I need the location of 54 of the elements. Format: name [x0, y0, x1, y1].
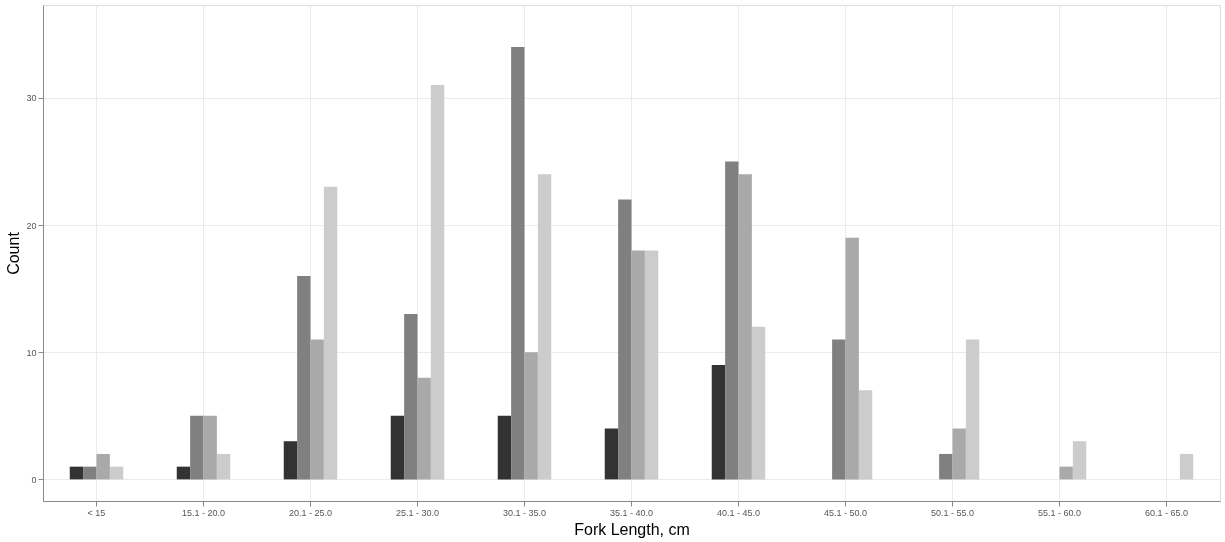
- y-tick-label: 10: [26, 347, 37, 358]
- x-tick-label: 40.1 - 45.0: [716, 507, 761, 518]
- bar: [109, 466, 124, 480]
- bar: [430, 85, 445, 480]
- bar: [832, 339, 846, 480]
- bar: [283, 441, 298, 480]
- bar: [952, 428, 966, 480]
- bar: [618, 199, 632, 480]
- x-tick-label: < 15: [87, 507, 106, 518]
- bar: [965, 339, 980, 480]
- bar: [725, 161, 739, 480]
- bar: [711, 364, 726, 480]
- x-tick-label: 30.1 - 35.0: [502, 507, 547, 518]
- bar: [323, 186, 338, 480]
- bar: [404, 314, 418, 480]
- bar: [297, 275, 311, 480]
- x-axis-title: Fork Length, cm: [574, 520, 690, 538]
- bar: [631, 250, 645, 480]
- x-tick-label: 20.1 - 25.0: [288, 507, 333, 518]
- bar: [190, 415, 204, 480]
- bar: [738, 174, 752, 480]
- bar: [1179, 453, 1194, 480]
- bar: [1072, 441, 1087, 480]
- bar: [83, 466, 97, 480]
- bar: [845, 237, 859, 480]
- bar: [751, 326, 766, 480]
- x-tick-label: 35.1 - 40.0: [609, 507, 654, 518]
- bar: [216, 453, 231, 480]
- bar: [497, 415, 512, 480]
- bar: [537, 174, 552, 480]
- bar: [203, 415, 217, 480]
- bar: [96, 453, 110, 480]
- bar: [1059, 466, 1073, 480]
- bar: [69, 466, 84, 480]
- bar: [939, 453, 953, 480]
- y-tick-label: 30: [26, 93, 37, 104]
- x-tick-label: 55.1 - 60.0: [1037, 507, 1082, 518]
- x-tick-label: 25.1 - 30.0: [395, 507, 440, 518]
- y-tick-label: 20: [26, 220, 37, 231]
- bar: [604, 428, 619, 480]
- bar: [417, 377, 431, 480]
- y-tick-label: 0: [31, 474, 37, 485]
- bar: [858, 390, 873, 480]
- x-tick-label: 15.1 - 20.0: [181, 507, 226, 518]
- bar: [176, 466, 191, 480]
- y-axis-title: Count: [5, 231, 23, 275]
- bar: [511, 46, 525, 480]
- bar: [524, 352, 538, 480]
- bar: [390, 415, 405, 480]
- bar: [644, 250, 659, 480]
- x-tick-label: 45.1 - 50.0: [823, 507, 868, 518]
- x-tick-label: 50.1 - 55.0: [930, 507, 975, 518]
- x-tick-label: 60.1 - 65.0: [1144, 507, 1189, 518]
- bar: [310, 339, 324, 480]
